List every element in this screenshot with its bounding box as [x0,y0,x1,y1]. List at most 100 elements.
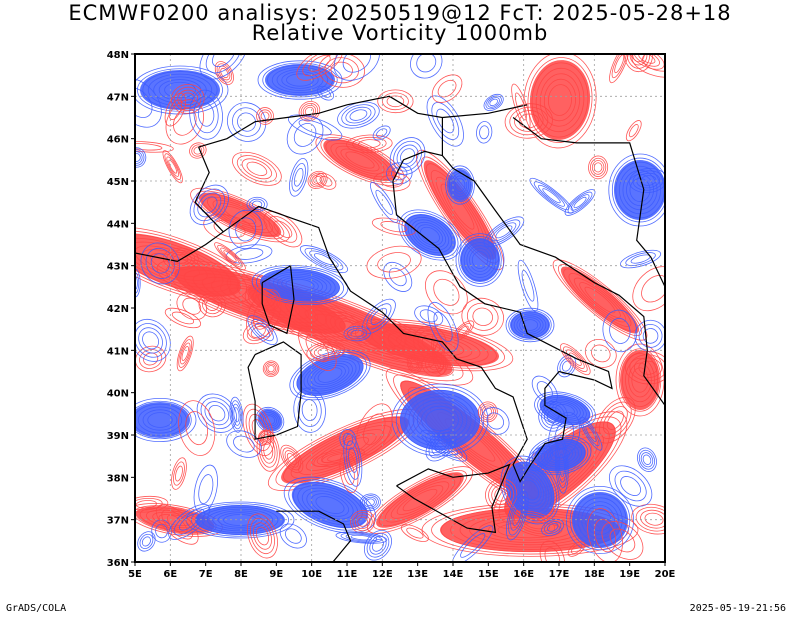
contour-line [171,311,195,325]
contour-line [173,254,189,264]
contour-line [179,342,191,365]
contour-line [621,353,659,407]
contour-line [343,325,371,342]
contour-line [413,325,447,359]
contour-cluster [315,134,405,186]
contour-cluster [588,155,609,180]
contour-line [450,172,470,197]
y-tick-label: 37N [107,516,129,527]
contour-cluster [171,457,187,490]
contour-line [333,54,380,81]
contour-line [289,349,371,401]
contour-line [411,359,418,368]
contour-line [193,96,219,134]
x-tick-label: 15E [478,569,499,580]
contour-cluster [228,209,263,249]
contour-line [341,104,376,126]
contour-line [321,437,369,463]
contour-line [606,410,624,430]
contour-line [236,155,277,183]
contour-line [487,97,500,108]
contour-line [373,171,411,192]
contour-line [346,134,393,153]
contour-line [135,500,157,509]
contour-cluster [389,137,426,176]
contour-line [232,403,241,426]
contour-cluster [410,54,443,79]
contour-line [510,500,525,531]
x-tick-label: 6E [163,569,177,580]
contour-cluster [531,375,558,404]
coastline-segment [276,510,352,562]
contour-cluster [398,209,462,261]
contour-line [599,401,632,439]
contour-line [563,268,637,332]
contour-cluster [246,513,278,559]
contour-line [226,102,267,142]
contour-line [428,432,454,459]
contour-line [437,79,457,98]
contour-line [363,530,392,561]
contour-line [264,270,336,300]
contour-line [483,93,504,111]
contour-line [346,318,514,372]
contour-cluster [137,531,156,552]
contour-line [431,74,463,103]
contour-cluster [189,142,207,159]
contour-line [145,247,175,279]
x-tick-label: 13E [407,569,428,580]
title-line-2: Relative Vorticity 1000mb [251,21,549,45]
y-tick-label: 43N [107,262,129,273]
contour-line [304,247,344,271]
contour-line [306,490,354,520]
contour-cluster [377,89,414,114]
contour-line [628,124,639,138]
contour-line [458,236,502,284]
contour-line [342,433,354,447]
contour-cluster [554,436,569,494]
contour-line [445,165,475,205]
contour-line [404,393,476,447]
contour-line [257,60,343,100]
contour-line [505,307,555,343]
contour-line [591,344,611,363]
contour-line [620,476,642,496]
contour-cluster [620,249,662,269]
contour-line [481,407,510,435]
contour-cluster [366,466,474,534]
contour-cluster [343,433,363,487]
contour-line [150,253,170,274]
contour-cluster [505,307,555,343]
y-tick-label: 48N [107,50,129,61]
contour-cluster [421,352,448,377]
contour-line [570,194,590,211]
contour-line [256,430,280,472]
contour-line [363,496,377,508]
x-tick-label: 16E [513,569,534,580]
contour-line [264,362,278,376]
contour-core [614,160,665,220]
contour-line [191,144,205,157]
contour-line [534,438,586,472]
contour-line [226,430,262,458]
contour-line [377,89,414,114]
contour-line [161,509,194,540]
contour-line [454,178,466,192]
contour-line [388,267,407,287]
contour-cluster [214,242,246,271]
contour-line [419,309,438,323]
contour-line [320,137,400,183]
contour-line [197,192,222,218]
contour-cluster [298,326,337,371]
contour-line [626,173,654,207]
contour-line [179,513,200,531]
contour-line [155,523,168,539]
contour-line [276,69,324,91]
contour-cluster [383,261,413,292]
contour-line [488,481,515,508]
contour-line [349,109,368,121]
contour-line [264,415,276,425]
contour-line [348,447,358,473]
contour-line [448,170,471,200]
contour-line [410,219,450,251]
